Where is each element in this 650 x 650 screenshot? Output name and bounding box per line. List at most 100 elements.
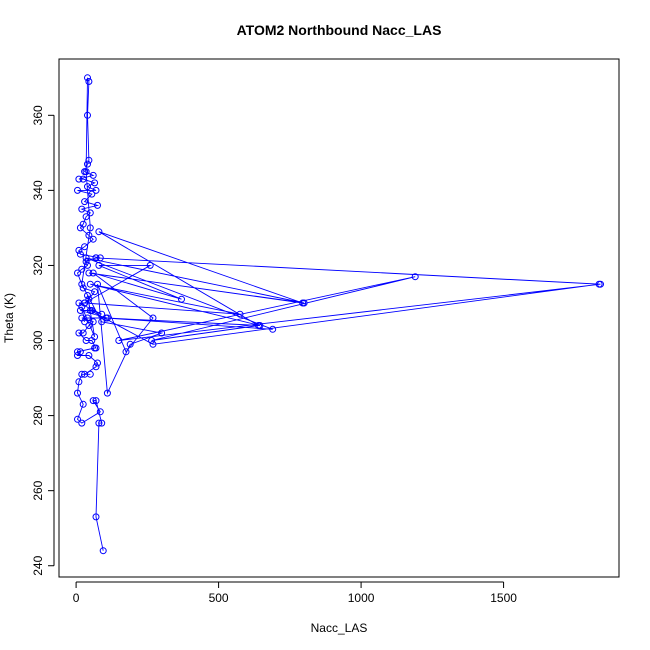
data-point: [99, 547, 107, 555]
data-point: [85, 78, 93, 85]
data-point: [84, 292, 91, 299]
data-point: [84, 160, 91, 168]
data-point: [95, 228, 103, 236]
data-point: [89, 397, 97, 405]
data-point: [92, 254, 100, 262]
data-point: [98, 318, 106, 326]
data-point: [75, 246, 83, 254]
data-point: [81, 318, 89, 326]
data-point: [81, 370, 89, 378]
data-point: [76, 348, 84, 356]
data-point: [255, 322, 262, 329]
data-point: [92, 186, 100, 194]
data-point: [78, 303, 86, 311]
data-point: [149, 340, 157, 348]
data-point: [95, 419, 103, 427]
data-point: [96, 254, 104, 262]
data-point: [146, 261, 154, 269]
data-point: [299, 299, 307, 307]
data-point: [85, 231, 93, 239]
data-point: [103, 389, 111, 397]
data-point: [85, 156, 93, 164]
data-point: [115, 337, 123, 344]
data-point: [78, 265, 86, 273]
data-point: [89, 235, 97, 243]
data-point: [86, 209, 94, 217]
data-point: [98, 310, 106, 318]
data-point: [102, 314, 110, 322]
x-tick-label: 1000: [348, 591, 375, 605]
y-axis-label: Theta (K): [2, 293, 16, 343]
data-point: [78, 205, 86, 213]
data-point: [269, 325, 277, 333]
x-axis-label: Nacc_LAS: [311, 621, 368, 635]
data-point: [86, 224, 94, 232]
data-point: [236, 310, 244, 318]
y-axis: 240 260 280 300 320 340 360: [31, 105, 55, 576]
data-point: [75, 378, 83, 386]
data-point: [84, 74, 91, 82]
data-point: [89, 171, 97, 179]
data-point: [82, 337, 90, 344]
data-point: [85, 322, 93, 329]
x-tick-label: 0: [73, 591, 80, 605]
x-tick-label: 1500: [490, 591, 517, 605]
data-point: [85, 295, 93, 303]
data-point: [74, 186, 81, 194]
data-point: [91, 288, 99, 296]
data-point: [92, 344, 100, 352]
y-tick-label: 260: [31, 480, 45, 500]
y-tick-label: 320: [31, 255, 45, 275]
data-point: [86, 280, 94, 288]
data-point: [158, 329, 166, 337]
data-point: [79, 220, 87, 228]
x-tick-label: 500: [209, 591, 229, 605]
y-tick-label: 300: [31, 330, 45, 350]
data-point: [81, 243, 89, 251]
data-point: [92, 363, 100, 371]
data-point: [89, 318, 97, 326]
data-point: [75, 329, 83, 337]
data-point: [411, 273, 419, 281]
data-point: [178, 295, 185, 303]
data-point: [74, 269, 81, 277]
data-point: [75, 175, 83, 183]
data-point: [84, 261, 91, 269]
data-point: [595, 280, 603, 288]
y-tick-label: 280: [31, 405, 45, 425]
data-point: [79, 400, 87, 408]
data-point: [78, 280, 86, 288]
data-point: [85, 352, 93, 359]
data-point: [98, 419, 106, 427]
plot-frame: [58, 58, 620, 578]
data-point: [94, 280, 101, 288]
data-point: [82, 168, 90, 176]
data-point: [82, 213, 90, 221]
chart-title: ATOM2 Northbound Nacc_LAS: [237, 22, 442, 38]
data-point: [81, 198, 89, 206]
data-point: [91, 333, 99, 341]
data-point: [89, 269, 97, 277]
y-tick-label: 240: [31, 555, 45, 575]
data-point: [78, 370, 86, 378]
data-point: [74, 415, 81, 423]
data-point: [148, 337, 156, 344]
data-point: [149, 314, 157, 322]
y-tick-label: 340: [31, 180, 45, 200]
data-point: [74, 389, 81, 397]
data-point: [92, 513, 100, 521]
data-point: [85, 269, 93, 277]
data-point: [79, 284, 87, 292]
data-point: [82, 258, 90, 266]
data-point: [126, 340, 134, 348]
data-point: [95, 261, 103, 269]
series-layer: [74, 74, 604, 555]
data-point: [88, 190, 96, 198]
data-point: [82, 254, 90, 262]
data-point: [79, 175, 87, 183]
data-point: [122, 348, 130, 356]
data-point: [84, 111, 91, 119]
data-point: [79, 329, 87, 337]
